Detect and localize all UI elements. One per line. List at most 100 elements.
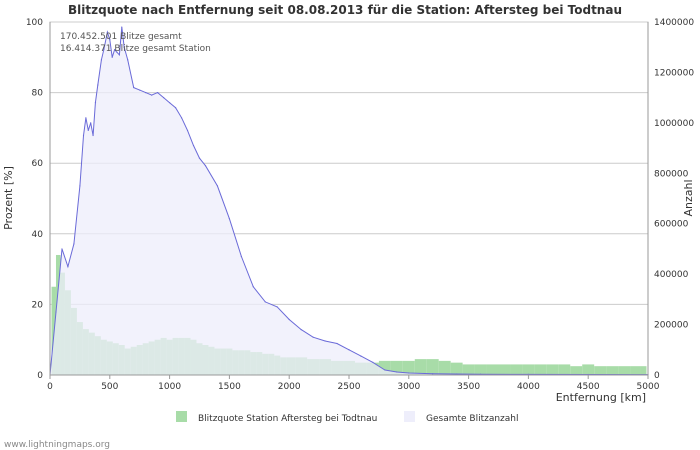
y-right-tick-label: 600000 xyxy=(654,220,689,230)
bar xyxy=(510,364,523,375)
bar xyxy=(450,362,463,375)
area-point xyxy=(324,340,326,342)
x-axis-label: Entfernung [km] xyxy=(556,391,646,404)
area-point xyxy=(97,84,99,86)
area-point xyxy=(396,371,398,373)
area-point xyxy=(139,89,141,91)
annotation-station-strikes: 16.414.371 Blitze gesamt Station xyxy=(60,44,211,54)
bar xyxy=(438,360,451,375)
area-point xyxy=(151,94,153,96)
legend-label-total-count: Gesamte Blitzanzahl xyxy=(426,414,519,424)
area-point xyxy=(336,342,338,345)
bar xyxy=(498,364,511,375)
y-axis-left-label: Prozent [%] xyxy=(2,166,15,230)
area-point xyxy=(61,248,63,250)
y-left-tick-label: 0 xyxy=(37,371,43,381)
legend-label-station-quote: Blitzquote Station Aftersteg bei Todtnau xyxy=(198,414,377,424)
bar xyxy=(462,364,475,375)
area-point xyxy=(118,54,120,56)
bar xyxy=(390,360,403,375)
area-point xyxy=(90,122,92,124)
area-point xyxy=(103,49,105,51)
area-line xyxy=(49,26,649,376)
x-tick-label: 3500 xyxy=(457,382,480,392)
area-point xyxy=(240,255,242,258)
area-point xyxy=(300,329,302,331)
area-point xyxy=(111,56,113,58)
bar xyxy=(630,366,641,375)
x-tick-label: 1500 xyxy=(218,382,241,392)
area-point xyxy=(180,117,183,119)
area-point xyxy=(55,311,57,313)
area-point xyxy=(408,372,410,374)
bar xyxy=(582,364,595,375)
x-tick-label: 5000 xyxy=(637,382,660,392)
area-point xyxy=(121,26,123,28)
annotation-total-strikes: 170.452.501 Blitze gesamt xyxy=(60,32,182,42)
area-point xyxy=(288,318,290,321)
bar xyxy=(378,360,391,375)
area-point xyxy=(113,49,116,51)
y-axis-right-label: Anzahl xyxy=(682,179,695,216)
area-point xyxy=(312,336,314,338)
bar xyxy=(402,360,415,375)
area-point xyxy=(85,117,87,119)
area-point xyxy=(106,31,109,33)
y-right-tick-label: 1000000 xyxy=(654,119,694,129)
area-point xyxy=(163,97,165,99)
area-point xyxy=(432,373,434,375)
area-point xyxy=(169,102,171,104)
area-point xyxy=(127,59,129,61)
area-point xyxy=(192,144,195,147)
x-tick-label: 4500 xyxy=(577,382,600,392)
y-left-tick-label: 100 xyxy=(26,18,43,28)
chart-title: Blitzquote nach Entfernung seit 08.08.20… xyxy=(68,3,622,17)
area-point xyxy=(348,349,350,351)
y-right-tick-label: 1200000 xyxy=(654,68,694,78)
area-point xyxy=(109,39,111,41)
area-point xyxy=(456,373,458,375)
x-tick-label: 2500 xyxy=(338,382,361,392)
area-point xyxy=(92,134,94,137)
area-point xyxy=(73,243,75,245)
y-right-tick-label: 0 xyxy=(654,371,660,381)
area-fill xyxy=(50,27,648,375)
area-point xyxy=(198,157,201,159)
area-point xyxy=(276,306,278,308)
area-point xyxy=(133,86,135,89)
bar xyxy=(570,366,583,375)
bar xyxy=(534,364,547,375)
y-right-tick-label: 400000 xyxy=(654,270,689,280)
area-point xyxy=(372,361,374,363)
tick-labels-group: 0 500 1000 1500 2000 2500 3000 3500 4000 4500 5000… xyxy=(26,18,695,392)
bar xyxy=(522,364,535,375)
y-left-tick-label: 60 xyxy=(32,159,44,169)
bar xyxy=(558,364,571,375)
x-tick-label: 0 xyxy=(47,382,53,392)
footer-source[interactable]: www.lightningmaps.org xyxy=(4,440,110,450)
area-point xyxy=(252,286,254,288)
bar xyxy=(426,359,439,375)
y-left-tick-label: 40 xyxy=(32,230,44,240)
area-point xyxy=(228,218,230,220)
area-point xyxy=(157,92,159,94)
y-left-tick-label: 20 xyxy=(32,300,44,310)
x-tick-label: 2000 xyxy=(278,382,301,392)
bar xyxy=(474,364,487,375)
area-point xyxy=(94,102,97,104)
bar xyxy=(594,366,607,375)
x-tick-label: 500 xyxy=(101,382,118,392)
area-point xyxy=(87,129,89,132)
legend: Blitzquote Station Aftersteg bei Todtnau… xyxy=(176,411,519,424)
bar xyxy=(414,359,427,375)
y-right-tick-label: 800000 xyxy=(654,169,689,179)
y-right-tick-label: 200000 xyxy=(654,321,689,331)
area-point xyxy=(204,165,207,167)
area-point xyxy=(174,107,177,109)
legend-swatch-station-quote xyxy=(176,411,187,422)
area-point xyxy=(186,129,189,132)
bar xyxy=(640,366,647,375)
bar xyxy=(546,364,559,375)
area-point xyxy=(384,369,386,371)
area-point xyxy=(100,59,103,61)
